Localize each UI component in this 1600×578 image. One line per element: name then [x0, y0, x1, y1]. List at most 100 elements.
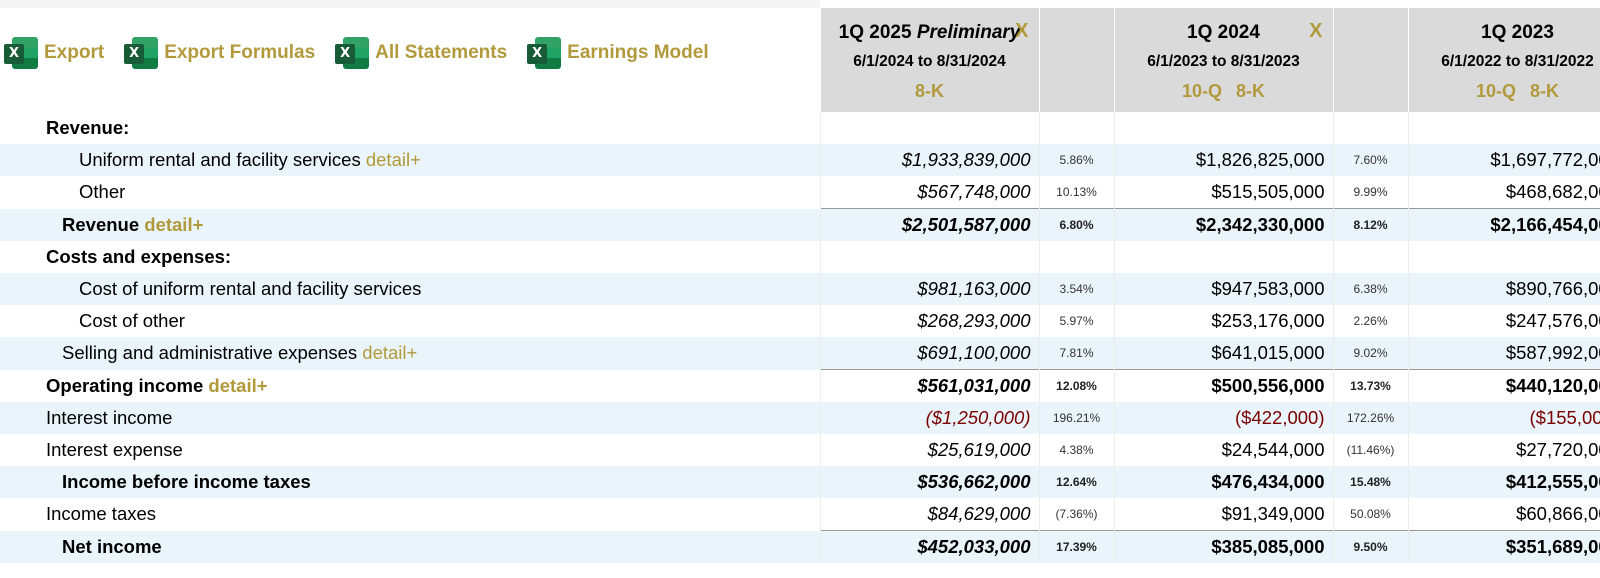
- filing-link-8k[interactable]: 8-K: [914, 81, 944, 101]
- growth-cell: 7.81%: [1038, 337, 1114, 370]
- remove-period-button[interactable]: X: [1015, 20, 1029, 42]
- filing-link-10q[interactable]: 10-Q: [1181, 81, 1222, 101]
- growth-cell: 4.38%: [1038, 434, 1114, 466]
- row-label-cell: Revenue detail+: [0, 208, 820, 241]
- value-cell: $981,163,000: [819, 273, 1039, 305]
- value-cell: $1,826,825,000: [1113, 144, 1333, 176]
- earnings-model-label: Earnings Model: [567, 42, 709, 63]
- earnings-model-button[interactable]: X Earnings Model: [527, 36, 709, 70]
- value-cell: $440,120,000: [1407, 369, 1600, 402]
- row-label: Selling and administrative expenses: [62, 342, 358, 364]
- row-label-cell: Uniform rental and facility services det…: [0, 144, 820, 176]
- growth-cell: [1038, 112, 1114, 144]
- value-cell: ($155,000): [1407, 402, 1600, 434]
- statement-row: Selling and administrative expenses deta…: [0, 337, 1600, 370]
- growth-cell: 6.80%: [1038, 208, 1114, 241]
- row-label-cell: Interest income: [0, 402, 820, 434]
- growth-cell: 9.50%: [1332, 530, 1408, 563]
- value-cell: $385,085,000: [1113, 530, 1333, 563]
- row-label-cell: Income taxes: [0, 498, 820, 531]
- period-header-row: 1Q 2025 Preliminary 6/1/2024 to 8/31/202…: [0, 8, 1600, 112]
- growth-cell: 7.60%: [1332, 144, 1408, 176]
- row-label-cell: Interest expense: [0, 434, 820, 466]
- filing-link-8k[interactable]: 8-K: [1530, 81, 1560, 101]
- filing-link-8k[interactable]: 8-K: [1236, 81, 1266, 101]
- value-cell: [1407, 241, 1600, 273]
- filing-link-10q[interactable]: 10-Q: [1475, 81, 1516, 101]
- excel-icon: X: [124, 36, 159, 70]
- row-label: Interest expense: [46, 439, 183, 460]
- row-label: Revenue: [62, 213, 140, 235]
- statement-row: Income taxes $84,629,000 (7.36%) $91,349,00…: [0, 498, 1600, 531]
- value-cell: ($1,250,000): [819, 402, 1039, 434]
- value-cell: [1407, 112, 1600, 144]
- detail-link[interactable]: detail+: [144, 213, 204, 235]
- statement-row: Revenue:: [0, 112, 1600, 144]
- excel-icon: X: [527, 36, 562, 70]
- value-cell: $247,576,000: [1407, 305, 1600, 337]
- value-cell: [819, 241, 1039, 273]
- value-cell: ($422,000): [1113, 402, 1333, 434]
- statement-row: Uniform rental and facility services det…: [0, 144, 1600, 176]
- growth-cell: 9.99%: [1332, 176, 1408, 209]
- growth-cell: 8.12%: [1332, 208, 1408, 241]
- value-cell: $2,342,330,000: [1113, 208, 1333, 241]
- statement-row: Interest income ($1,250,000) 196.21% ($422,…: [0, 402, 1600, 434]
- value-cell: $1,697,772,000: [1407, 144, 1600, 176]
- all-statements-button[interactable]: X All Statements: [335, 36, 507, 70]
- statement-row: Operating income detail+ $561,031,000 12.0…: [0, 369, 1600, 402]
- value-cell: $1,933,839,000: [819, 144, 1039, 176]
- growth-cell: [1332, 241, 1408, 273]
- period-dates: 6/1/2024 to 8/31/2024: [853, 53, 1006, 70]
- income-statement-table: 1Q 2025 Preliminary 6/1/2024 to 8/31/202…: [0, 8, 1600, 563]
- value-cell: $91,349,000: [1113, 498, 1333, 531]
- statement-row: Other $567,748,000 10.13% $515,505,000 9.99%…: [0, 176, 1600, 209]
- growth-header: [1038, 8, 1115, 112]
- export-button[interactable]: X Export: [4, 36, 104, 70]
- period-header-1q2025: 1Q 2025 Preliminary 6/1/2024 to 8/31/202…: [819, 8, 1040, 112]
- growth-cell: [1038, 241, 1114, 273]
- value-cell: $691,100,000: [819, 337, 1039, 370]
- row-label-cell: Net income: [0, 530, 820, 563]
- value-cell: $468,682,000: [1407, 176, 1600, 209]
- row-label: Revenue:: [46, 117, 130, 138]
- statement-rows: Revenue: Uniform rental and facility serv…: [0, 112, 1600, 563]
- value-cell: $567,748,000: [819, 176, 1039, 209]
- statement-row: Net income $452,033,000 17.39% $385,085,000…: [0, 530, 1600, 563]
- all-statements-label: All Statements: [375, 42, 508, 63]
- growth-cell: 13.73%: [1332, 369, 1408, 402]
- row-label: Cost of uniform rental and facility serv…: [79, 278, 422, 299]
- row-label-cell: Cost of uniform rental and facility serv…: [0, 273, 820, 305]
- value-cell: [1113, 241, 1333, 273]
- excel-icon: X: [4, 36, 38, 70]
- detail-link[interactable]: detail+: [365, 149, 421, 170]
- detail-link[interactable]: detail+: [362, 342, 418, 364]
- value-cell: $500,556,000: [1113, 369, 1333, 402]
- row-label: Interest income: [46, 407, 173, 428]
- export-formulas-button[interactable]: X Export Formulas: [124, 36, 315, 70]
- value-cell: $84,629,000: [819, 498, 1039, 531]
- value-cell: $351,689,000: [1407, 530, 1600, 563]
- growth-cell: 12.64%: [1038, 466, 1114, 498]
- statement-row: Revenue detail+ $2,501,587,000 6.80% $2,342…: [0, 208, 1600, 241]
- value-cell: $641,015,000: [1113, 337, 1333, 370]
- value-cell: $2,166,454,000: [1407, 208, 1600, 241]
- preliminary-label: Preliminary: [916, 22, 1021, 43]
- growth-cell: 17.39%: [1038, 530, 1114, 563]
- growth-cell: 10.13%: [1038, 176, 1114, 209]
- period-title: 1Q 2023: [1481, 22, 1554, 43]
- value-cell: $587,992,000: [1407, 337, 1600, 370]
- statement-row: Costs and expenses:: [0, 241, 1600, 273]
- top-strip: [0, 0, 820, 8]
- value-cell: $24,544,000: [1113, 434, 1333, 466]
- row-label: Uniform rental and facility services: [79, 149, 361, 170]
- statement-row: Cost of other $268,293,000 5.97% $253,176,0…: [0, 305, 1600, 337]
- detail-link[interactable]: detail+: [208, 374, 268, 396]
- remove-period-button[interactable]: X: [1309, 20, 1323, 42]
- value-cell: [819, 112, 1039, 144]
- value-cell: $27,720,000: [1407, 434, 1600, 466]
- statement-row: Income before income taxes $536,662,000 12…: [0, 466, 1600, 498]
- growth-cell: 172.26%: [1332, 402, 1408, 434]
- value-cell: $25,619,000: [819, 434, 1039, 466]
- period-dates: 6/1/2023 to 8/31/2023: [1147, 53, 1300, 70]
